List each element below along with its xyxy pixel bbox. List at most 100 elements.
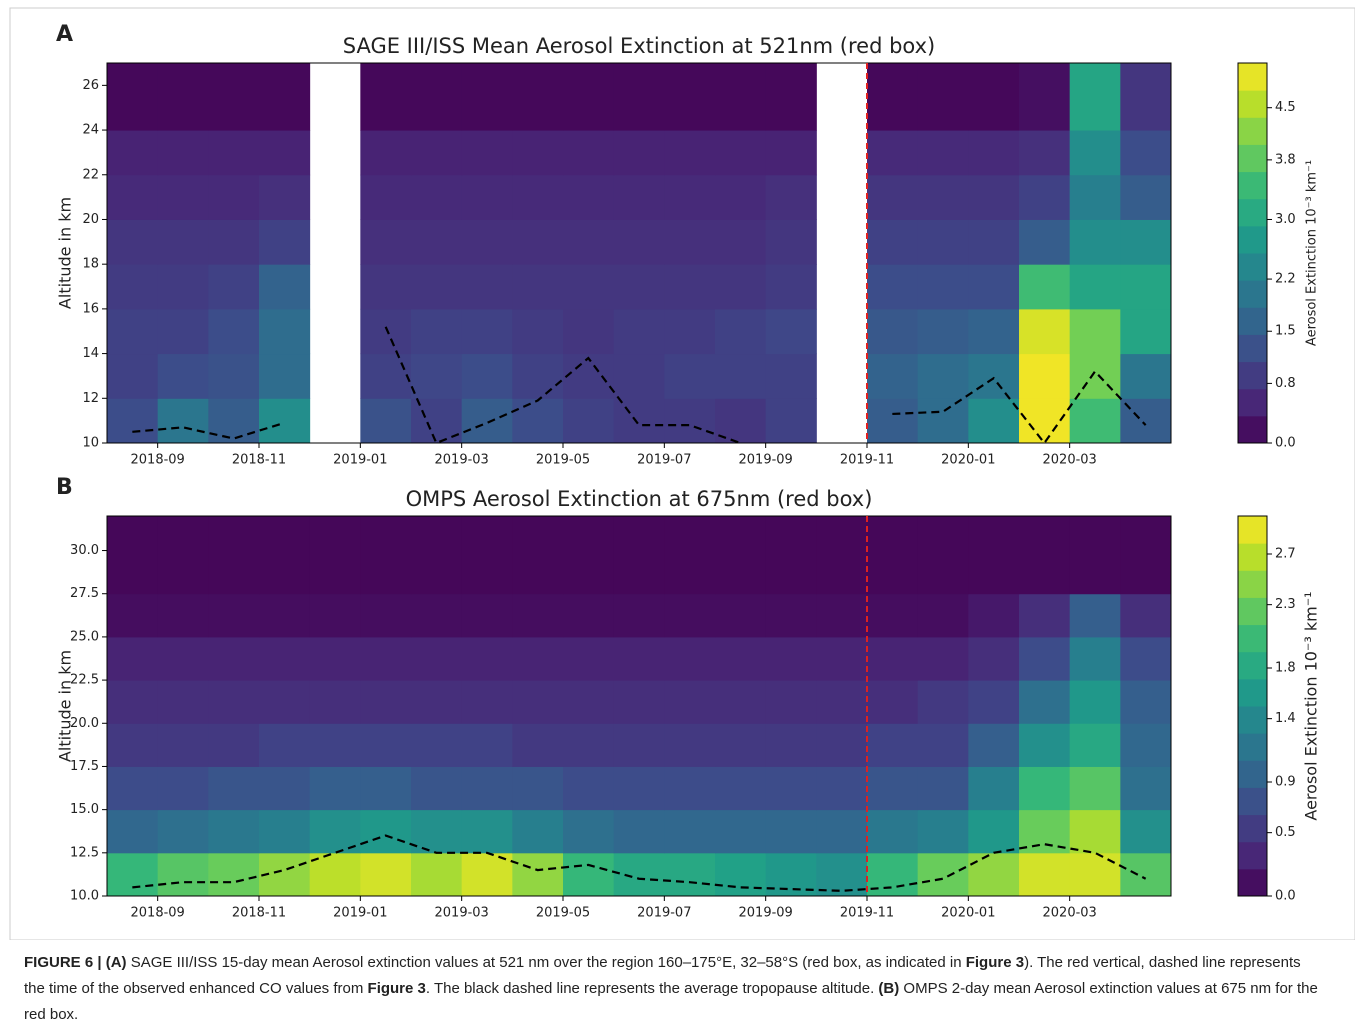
- colorbar-step: [1238, 624, 1267, 653]
- heat-cell: [259, 766, 311, 811]
- heat-cell: [107, 680, 159, 724]
- heat-cell: [309, 516, 361, 595]
- heat-cell: [664, 63, 716, 131]
- heat-cell: [1120, 723, 1172, 767]
- heat-cell: [512, 219, 564, 265]
- colorbar-step: [1238, 841, 1267, 870]
- heat-cell: [360, 174, 412, 220]
- tropopause-line: [132, 834, 1147, 892]
- caption-segment: (B): [878, 980, 900, 997]
- heat-cell: [157, 680, 209, 724]
- heat-cell: [512, 636, 564, 681]
- heat-cell: [1120, 636, 1172, 681]
- x-tick-label: 2019-01: [333, 906, 387, 921]
- x-tick-label: 2018-11: [232, 906, 286, 921]
- heat-cell: [157, 398, 209, 444]
- x-tick-label: 2018-09: [131, 453, 185, 468]
- heat-cell: [613, 723, 665, 767]
- heat-cell: [1069, 516, 1121, 595]
- heat-cell: [309, 723, 361, 767]
- heat-cell: [968, 174, 1020, 220]
- heat-cell: [715, 636, 767, 681]
- heat-cell: [512, 264, 564, 310]
- y-tick-label: 24: [82, 123, 99, 138]
- colorbar-tick-label: 2.3: [1275, 597, 1296, 612]
- heat-cell: [715, 852, 767, 897]
- colorbar-frame: [1237, 515, 1268, 897]
- colorbar-tick-label: 2.2: [1275, 272, 1296, 287]
- figure: A SAGE III/ISS Mean Aerosol Extinction at…: [9, 7, 1355, 940]
- heat-cell: [867, 308, 919, 355]
- heat-cell: [664, 353, 716, 399]
- heat-cell: [411, 174, 463, 220]
- heat-cell: [411, 593, 463, 638]
- y-tick-label: 17.5: [70, 759, 99, 774]
- heat-cell: [512, 63, 564, 131]
- colorbar-step: [1238, 280, 1267, 308]
- caption: FIGURE 6 | (A) SAGE III/ISS 15-day mean …: [24, 950, 1324, 1028]
- colorbar-tick-label: 3.0: [1275, 212, 1296, 227]
- y-tick-label: 18: [82, 257, 99, 272]
- heat-cell: [715, 723, 767, 767]
- heat-cell: [664, 593, 716, 638]
- heat-cell: [765, 723, 817, 767]
- colorbar-step: [1238, 597, 1267, 626]
- heat-cell: [1120, 766, 1172, 811]
- heat-cell: [1069, 809, 1121, 854]
- heat-cell: [1019, 219, 1071, 265]
- heat-cell: [208, 219, 260, 265]
- heat-cell: [157, 593, 209, 638]
- heat-cell: [360, 353, 412, 399]
- colorbar-tick-label: 1.5: [1275, 324, 1296, 339]
- heat-cell: [411, 516, 463, 595]
- heat-cell: [715, 353, 767, 399]
- heat-cell: [411, 264, 463, 310]
- colorbar-step: [1238, 253, 1267, 281]
- heat-cell: [107, 219, 159, 265]
- chart-title: SAGE III/ISS Mean Aerosol Extinction at …: [343, 34, 936, 58]
- heat-cell: [512, 174, 564, 220]
- heat-cell: [968, 852, 1020, 897]
- heat-cell: [917, 130, 969, 176]
- heat-cell: [360, 308, 412, 355]
- heat-cell: [107, 809, 159, 854]
- heat-cell: [461, 593, 513, 638]
- heat-cell: [512, 593, 564, 638]
- y-tick-label: 27.5: [70, 586, 99, 601]
- panel-label: B: [56, 475, 73, 500]
- heat-cell: [461, 63, 513, 131]
- x-tick-label: 2018-09: [131, 906, 185, 921]
- heat-cell: [917, 264, 969, 310]
- heat-cell: [968, 766, 1020, 811]
- heat-cell: [107, 130, 159, 176]
- heat-cell: [157, 130, 209, 176]
- heat-cell: [157, 852, 209, 897]
- heat-cell: [715, 219, 767, 265]
- heat-cell: [613, 130, 665, 176]
- heat-cell: [107, 398, 159, 444]
- x-tick-label: 2020-03: [1043, 453, 1097, 468]
- heat-cell: [1069, 219, 1121, 265]
- heat-cell: [765, 593, 817, 638]
- colorbar-step: [1238, 868, 1267, 897]
- heat-cell: [765, 636, 817, 681]
- heat-cell: [259, 130, 311, 176]
- heat-cell: [208, 516, 260, 595]
- heat-cell: [1019, 174, 1071, 220]
- heat-cell: [613, 63, 665, 131]
- heat-cell: [259, 398, 311, 444]
- heat-cell: [1120, 174, 1172, 220]
- tropopause-line: [892, 369, 1147, 445]
- x-tick-label: 2019-03: [435, 453, 489, 468]
- heat-cell: [360, 766, 412, 811]
- y-tick-label: 15.0: [70, 802, 99, 817]
- heat-cell: [917, 680, 969, 724]
- colorbar-step: [1238, 171, 1267, 200]
- heat-cell: [208, 809, 260, 854]
- colorbar-tick-label: 1.8: [1275, 661, 1296, 676]
- heat-cell: [816, 680, 868, 724]
- colorbar-tick-label: 0.9: [1275, 775, 1296, 790]
- heat-cell: [867, 63, 919, 131]
- heat-cell: [1069, 353, 1121, 399]
- heat-cell: [461, 636, 513, 681]
